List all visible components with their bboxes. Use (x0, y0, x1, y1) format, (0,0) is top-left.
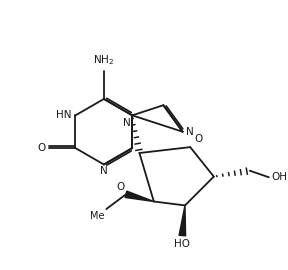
Text: O: O (38, 143, 46, 153)
Polygon shape (179, 205, 185, 236)
Text: N: N (186, 127, 194, 137)
Text: O: O (116, 182, 124, 192)
Polygon shape (125, 191, 154, 201)
Text: HN: HN (56, 110, 71, 120)
Text: N: N (123, 118, 130, 128)
Text: OH: OH (272, 172, 287, 182)
Text: Me: Me (90, 211, 105, 221)
Text: NH$_2$: NH$_2$ (93, 53, 114, 67)
Text: HO: HO (174, 239, 190, 249)
Text: N: N (100, 166, 108, 177)
Text: O: O (194, 134, 203, 144)
